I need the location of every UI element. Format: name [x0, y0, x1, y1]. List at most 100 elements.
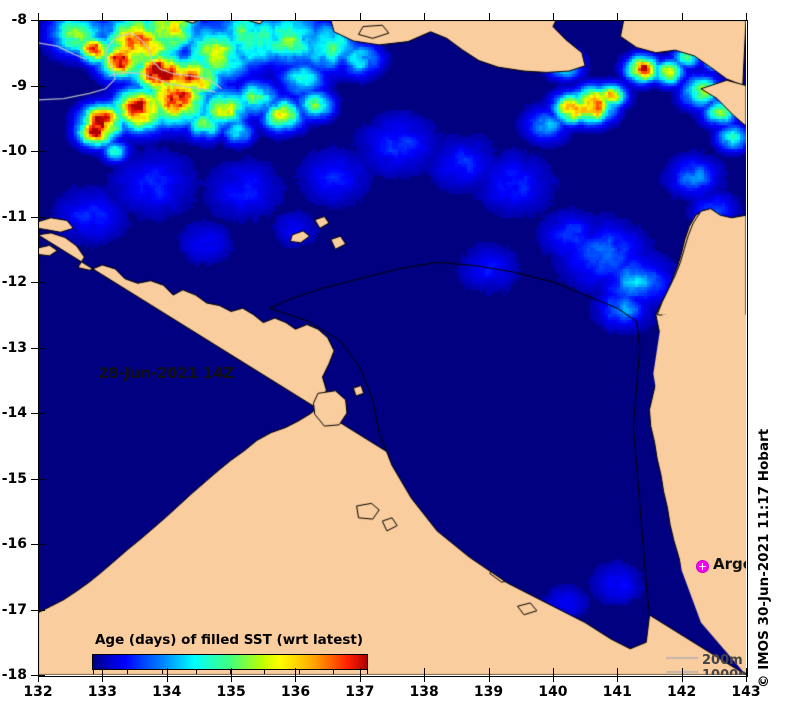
x-tick-top: [231, 13, 233, 20]
x-tick-label: 136: [280, 684, 311, 700]
y-tick-inner: [38, 347, 45, 349]
y-tick-inner: [38, 20, 45, 21]
map-plot-area[interactable]: 28-Jun-2021 14Z Argo 200m 1000m Age (day…: [38, 20, 746, 675]
colorbar-tick-label: 0.5: [150, 674, 174, 675]
colorbar-tick: [367, 669, 368, 674]
colorbar-tick: [161, 669, 163, 674]
y-tick: [31, 478, 38, 480]
colorbar-tick: [230, 669, 231, 674]
x-tick-inner: [424, 668, 426, 675]
colorbar-tick: [93, 669, 94, 674]
y-tick: [31, 675, 38, 676]
x-tick: [166, 675, 168, 682]
x-tick-inner: [552, 668, 554, 675]
x-tick-label: 142: [667, 684, 697, 700]
x-tick-inner: [681, 668, 683, 675]
date-stamp: 28-Jun-2021 14Z: [98, 364, 234, 382]
depth-contour-legend: 200m 1000m: [702, 653, 746, 675]
y-tick-inner: [38, 544, 45, 545]
x-tick: [424, 675, 426, 682]
x-tick-label: 135: [216, 684, 246, 700]
colorbar-tick: [127, 669, 129, 674]
y-tick: [31, 347, 38, 349]
x-tick-inner: [295, 668, 297, 675]
colorbar-title: Age (days) of filled SST (wrt latest): [94, 632, 364, 648]
x-tick: [295, 675, 297, 682]
x-tick-label: 133: [87, 684, 117, 700]
depth-contour-200m: 200m: [702, 653, 743, 668]
depth-contour-1000m: 1000m: [702, 668, 746, 675]
y-tick-label: -10: [1, 143, 27, 159]
x-tick-top: [552, 13, 554, 20]
y-tick: [31, 85, 38, 87]
x-tick-inner: [488, 668, 490, 675]
argo-float-marker[interactable]: [697, 561, 708, 572]
colorbar-tick: [298, 669, 300, 674]
y-tick-label: -8: [11, 12, 27, 28]
y-tick-inner: [38, 85, 45, 87]
colorbar-tick-label: 0.75: [179, 674, 212, 675]
x-tick-label: 134: [152, 684, 182, 700]
x-tick-inner: [166, 668, 168, 675]
x-tick-label: 140: [538, 684, 568, 700]
x-tick-label: 141: [602, 684, 632, 700]
x-tick-top: [617, 13, 619, 20]
x-tick-label: 143: [731, 684, 761, 700]
x-tick-top: [102, 13, 104, 20]
y-tick: [31, 282, 38, 283]
x-tick-inner: [359, 668, 361, 675]
y-tick-inner: [38, 282, 45, 283]
y-tick-label: -17: [1, 601, 27, 618]
colorbar-tick: [332, 669, 334, 674]
x-tick: [102, 675, 104, 682]
colorbar-tick-label: 0: [88, 674, 97, 675]
y-tick-label: -18: [1, 667, 27, 683]
colorbar-tick-label: 1: [225, 674, 234, 675]
y-tick: [31, 544, 38, 545]
colorbar: Age (days) of filled SST (wrt latest) 0 0…: [83, 632, 375, 675]
colorbar-tick-label: 1.25: [248, 674, 281, 675]
y-tick: [31, 20, 38, 21]
y-tick-inner: [38, 413, 45, 414]
y-tick-inner: [38, 609, 45, 611]
x-tick-label: 138: [409, 684, 439, 700]
y-tick-label: -13: [1, 339, 27, 356]
y-tick-inner: [38, 675, 45, 676]
colorbar-tick-label: 1.75: [316, 674, 349, 675]
x-tick-top: [359, 13, 361, 20]
colorbar-tick-label: 0.25: [111, 674, 144, 675]
colorbar-tick-label: 1.5: [287, 674, 311, 675]
x-tick-inner: [38, 668, 39, 675]
y-tick: [31, 216, 38, 218]
x-tick: [681, 675, 683, 682]
x-tick: [746, 675, 747, 682]
x-tick-inner: [617, 668, 619, 675]
x-tick-inner: [231, 668, 233, 675]
argo-label: Argo: [713, 555, 746, 573]
y-tick-inner: [38, 216, 45, 218]
x-tick: [359, 675, 361, 682]
y-tick-label: -9: [11, 77, 27, 94]
x-tick-inner: [102, 668, 104, 675]
x-tick-top: [746, 13, 747, 20]
x-tick-top: [295, 13, 297, 20]
x-tick: [38, 675, 39, 682]
y-tick-inner: [38, 151, 45, 152]
x-tick: [552, 675, 554, 682]
y-tick: [31, 151, 38, 152]
x-tick-top: [681, 13, 683, 20]
colorbar-tick: [264, 669, 266, 674]
y-tick: [31, 609, 38, 611]
y-tick-label: -15: [1, 470, 27, 487]
y-tick-inner: [38, 478, 45, 480]
x-tick: [231, 675, 233, 682]
sst-age-raster: [38, 20, 746, 675]
x-tick: [617, 675, 619, 682]
y-tick-label: -11: [1, 208, 27, 225]
y-tick-label: -16: [1, 536, 27, 552]
x-tick: [488, 675, 490, 682]
x-tick-top: [488, 13, 490, 20]
credit-text: © IMOS 30-Jun-2021 11:17 Hobart: [756, 428, 772, 688]
x-tick-label: 139: [473, 684, 504, 700]
